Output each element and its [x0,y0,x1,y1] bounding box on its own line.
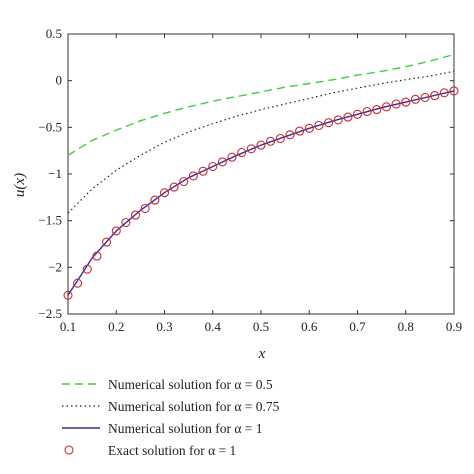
x-tick-label: 0.1 [60,319,76,334]
exact-point [304,123,314,133]
legend-label: Numerical solution for α = 1 [108,421,263,436]
exact-point [324,118,334,128]
y-tick-label: −1.5 [38,213,62,228]
exact-point [391,99,401,109]
series-line-2 [67,70,455,214]
series-line-1 [67,53,455,156]
y-tick-label: −0.5 [38,119,62,134]
exact-point [169,182,179,192]
x-tick-label: 0.2 [108,319,124,334]
axes-frame [67,33,455,315]
exact-point [140,203,150,214]
exact-point [150,195,160,205]
exact-point [266,136,276,146]
exact-point [410,94,420,104]
exact-point [159,188,170,198]
exact-point [256,140,266,150]
legend-marker [64,445,74,455]
y-tick-label: −2.5 [38,306,62,321]
x-tick-label: 0.6 [301,319,318,334]
legend-label: Numerical solution for α = 0.5 [108,377,273,392]
x-axis-ticks: 0.1 0.2 0.3 0.4 0.5 0.6 0.7 0.8 0.9 [60,34,462,334]
exact-point [439,88,449,98]
exact-point [295,126,305,136]
exact-point [333,115,343,125]
exact-point [82,264,92,274]
x-tick-label: 0.8 [398,319,414,334]
legend: Numerical solution for α = 0.5 Numerical … [62,377,280,458]
exact-point [130,210,141,220]
x-tick-label: 0.7 [349,319,366,334]
x-tick-label: 0.4 [205,319,222,334]
y-tick-label: −2 [48,259,62,274]
y-tick-label: 0 [56,73,63,88]
exact-point [314,120,324,131]
exact-point [343,112,353,122]
exact-point [188,171,198,181]
y-tick-label: −1 [48,166,62,181]
exact-point [285,130,295,140]
legend-label: Exact solution for α = 1 [108,443,236,458]
series-line-3 [67,90,455,296]
exact-point [420,92,430,103]
x-tick-label: 0.3 [156,319,172,334]
y-tick-label: 0.5 [46,26,62,41]
exact-point [372,105,382,115]
exact-point [449,86,459,96]
exact-point [73,278,83,288]
y-axis-ticks: 0.5 0 −0.5 −1 −1.5 −2 −2.5 [38,26,454,321]
legend-label: Numerical solution for α = 0.75 [108,399,280,414]
exact-point [227,152,237,162]
y-axis-label: u(x) [12,173,28,197]
exact-point [121,217,131,228]
exact-point [352,109,363,119]
exact-point [275,133,285,144]
exact-point [179,176,189,187]
exact-point [430,91,440,101]
exact-point [102,237,112,247]
exact-point [63,290,73,300]
plot-area [63,33,459,315]
exact-point [362,106,372,117]
exact-point [208,161,218,172]
exact-point [217,157,227,167]
exact-point [401,97,411,107]
exact-point [198,166,208,176]
x-tick-label: 0.9 [446,319,462,334]
exact-point [246,144,256,154]
x-tick-label: 0.5 [253,319,269,334]
exact-point [381,102,391,112]
exact-point [92,251,102,261]
exact-point [237,147,247,158]
exact-point [111,226,121,236]
x-axis-label: x [258,346,266,362]
